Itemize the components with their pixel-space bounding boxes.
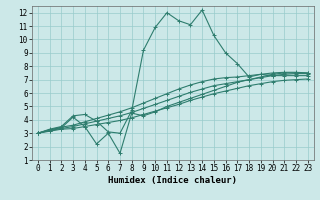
X-axis label: Humidex (Indice chaleur): Humidex (Indice chaleur) bbox=[108, 176, 237, 185]
